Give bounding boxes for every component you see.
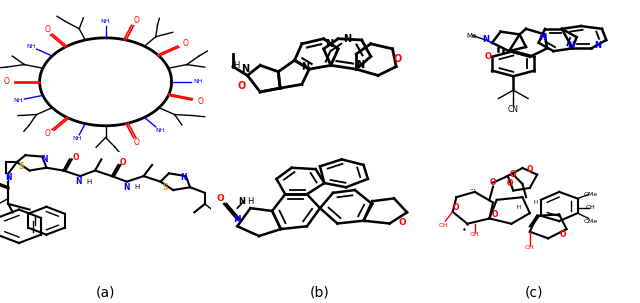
Text: O: O <box>44 25 50 34</box>
Text: OH: OH <box>525 245 534 250</box>
Text: S: S <box>162 183 168 192</box>
Text: (c): (c) <box>525 286 543 300</box>
Text: O: O <box>238 81 246 91</box>
Text: N: N <box>301 62 310 72</box>
Text: N: N <box>567 41 574 50</box>
Text: N: N <box>180 173 187 182</box>
Text: N: N <box>356 60 364 70</box>
Text: O: O <box>3 77 9 86</box>
Text: O: O <box>484 52 492 61</box>
Text: H: H <box>516 205 521 210</box>
Text: O: O <box>183 39 189 48</box>
Text: N: N <box>238 197 245 206</box>
Text: Me: Me <box>466 33 476 39</box>
Text: O: O <box>527 165 533 174</box>
Text: N: N <box>241 64 250 74</box>
Text: O: O <box>44 129 50 138</box>
Text: N: N <box>41 155 47 164</box>
Text: O: O <box>399 218 406 227</box>
Text: NH: NH <box>193 79 203 84</box>
Text: O: O <box>490 178 497 187</box>
Text: N: N <box>343 34 351 44</box>
Text: (b): (b) <box>310 286 330 300</box>
Text: N: N <box>540 33 547 42</box>
Text: H: H <box>134 184 140 190</box>
Text: O: O <box>559 230 566 239</box>
Text: OH: OH <box>438 223 449 228</box>
Text: H: H <box>86 179 92 185</box>
Text: O: O <box>492 210 498 219</box>
Text: NH: NH <box>13 98 22 103</box>
Text: ...: ... <box>470 185 476 191</box>
Text: (a): (a) <box>96 286 115 300</box>
Text: O: O <box>133 138 140 148</box>
Text: O: O <box>510 170 516 179</box>
Text: OH: OH <box>470 232 479 237</box>
Text: N: N <box>75 177 81 186</box>
Text: O: O <box>73 154 79 162</box>
Text: H: H <box>234 61 240 70</box>
Text: OMe: OMe <box>583 192 598 197</box>
Text: O: O <box>216 194 224 203</box>
Text: NH: NH <box>26 44 36 49</box>
Text: OMe: OMe <box>583 218 598 224</box>
Text: NH: NH <box>101 19 110 24</box>
Text: CN: CN <box>508 105 519 114</box>
Text: O: O <box>119 158 125 167</box>
Text: NH: NH <box>72 136 82 142</box>
Text: O: O <box>506 179 513 188</box>
Text: S: S <box>19 162 24 171</box>
Text: N: N <box>5 173 12 182</box>
Text: O: O <box>197 97 203 106</box>
Text: N: N <box>595 41 601 50</box>
Text: N: N <box>483 35 490 45</box>
Text: H: H <box>247 197 253 206</box>
Text: N: N <box>234 215 241 224</box>
Text: OH: OH <box>586 205 595 210</box>
Text: H: H <box>533 200 538 205</box>
Text: NH: NH <box>155 128 164 133</box>
Text: O: O <box>394 54 402 64</box>
Text: O: O <box>133 16 140 25</box>
Text: N: N <box>325 39 333 49</box>
Text: N: N <box>124 183 130 192</box>
Text: O: O <box>453 203 460 212</box>
